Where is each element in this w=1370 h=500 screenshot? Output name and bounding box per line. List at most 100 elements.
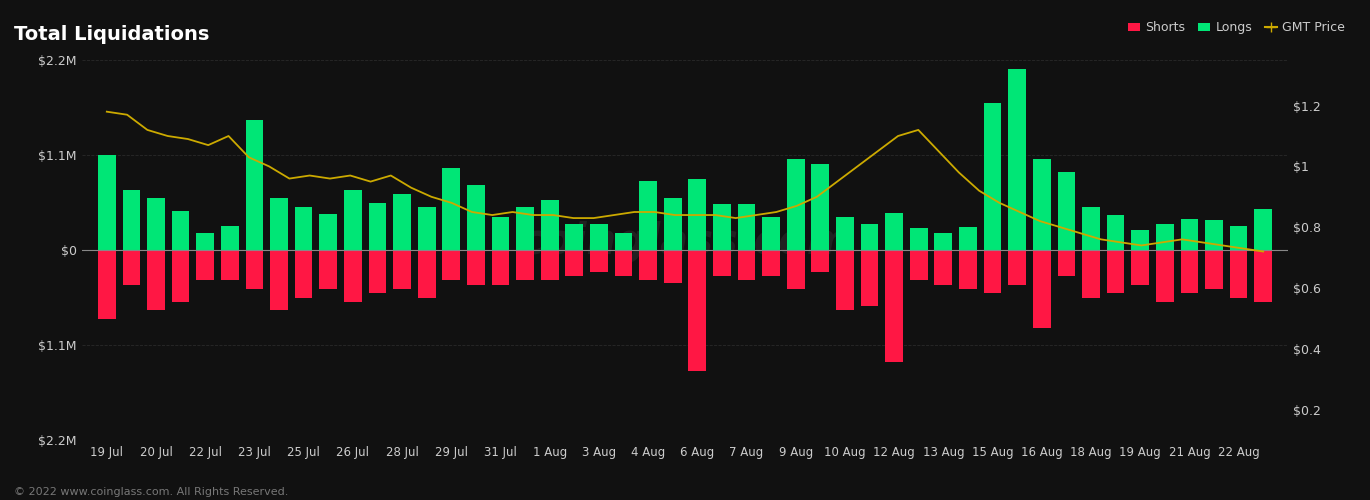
Bar: [369, 202, 386, 250]
Bar: [393, 250, 411, 289]
Bar: [615, 250, 633, 276]
Bar: [984, 250, 1001, 293]
Bar: [811, 250, 829, 272]
Bar: [1206, 250, 1223, 289]
Bar: [1082, 207, 1100, 250]
Bar: [516, 250, 534, 280]
Bar: [171, 211, 189, 250]
Bar: [615, 232, 633, 250]
Bar: [664, 250, 681, 283]
Bar: [959, 226, 977, 250]
Text: © 2022 www.coinglass.com. All Rights Reserved.: © 2022 www.coinglass.com. All Rights Res…: [14, 487, 288, 497]
Bar: [97, 250, 115, 319]
Bar: [1033, 250, 1051, 328]
Bar: [1181, 250, 1199, 293]
Bar: [1156, 224, 1174, 250]
Bar: [418, 250, 436, 298]
Bar: [664, 198, 681, 250]
Bar: [443, 250, 460, 280]
Bar: [418, 207, 436, 250]
Bar: [1082, 250, 1100, 298]
Bar: [1058, 172, 1075, 250]
Bar: [910, 228, 927, 250]
Bar: [860, 224, 878, 250]
Bar: [1156, 250, 1174, 302]
Bar: [1230, 250, 1248, 298]
Bar: [689, 179, 706, 250]
Bar: [860, 250, 878, 306]
Bar: [245, 120, 263, 250]
Text: coinglass.com: coinglass.com: [519, 222, 851, 264]
Bar: [467, 185, 485, 250]
Bar: [1107, 216, 1125, 250]
Bar: [492, 250, 510, 284]
Bar: [566, 250, 584, 276]
Bar: [319, 250, 337, 289]
Bar: [640, 181, 658, 250]
Bar: [443, 168, 460, 250]
Bar: [393, 194, 411, 250]
Bar: [196, 250, 214, 280]
Bar: [640, 250, 658, 280]
Bar: [762, 250, 780, 276]
Bar: [689, 250, 706, 371]
Bar: [712, 204, 730, 250]
Bar: [319, 214, 337, 250]
Bar: [541, 200, 559, 250]
Bar: [984, 103, 1001, 250]
Bar: [1033, 160, 1051, 250]
Bar: [1230, 226, 1248, 250]
Bar: [295, 250, 312, 298]
Bar: [270, 198, 288, 250]
Bar: [492, 217, 510, 250]
Bar: [885, 250, 903, 362]
Bar: [1255, 250, 1273, 302]
Bar: [196, 232, 214, 250]
Bar: [836, 250, 854, 310]
Bar: [762, 217, 780, 250]
Bar: [934, 250, 952, 284]
Bar: [1107, 250, 1125, 293]
Bar: [1132, 230, 1149, 250]
Bar: [147, 250, 164, 310]
Legend: Shorts, Longs, GMT Price: Shorts, Longs, GMT Price: [1123, 16, 1349, 40]
Bar: [221, 226, 238, 250]
Bar: [147, 198, 164, 250]
Bar: [786, 160, 804, 250]
Bar: [122, 190, 140, 250]
Bar: [221, 250, 238, 280]
Bar: [1058, 250, 1075, 276]
Bar: [541, 250, 559, 280]
Bar: [712, 250, 730, 276]
Bar: [836, 217, 854, 250]
Bar: [959, 250, 977, 289]
Bar: [737, 250, 755, 280]
Bar: [910, 250, 927, 280]
Bar: [1132, 250, 1149, 284]
Bar: [934, 232, 952, 250]
Bar: [344, 190, 362, 250]
Bar: [270, 250, 288, 310]
Bar: [467, 250, 485, 284]
Bar: [516, 207, 534, 250]
Bar: [1255, 210, 1273, 250]
Bar: [590, 224, 608, 250]
Bar: [344, 250, 362, 302]
Bar: [369, 250, 386, 293]
Bar: [171, 250, 189, 302]
Bar: [295, 207, 312, 250]
Bar: [811, 164, 829, 250]
Bar: [885, 213, 903, 250]
Bar: [245, 250, 263, 289]
Bar: [737, 204, 755, 250]
Bar: [1008, 250, 1026, 284]
Bar: [566, 224, 584, 250]
Bar: [97, 155, 115, 250]
Bar: [1181, 219, 1199, 250]
Bar: [1008, 68, 1026, 250]
Bar: [786, 250, 804, 289]
Bar: [590, 250, 608, 272]
Bar: [122, 250, 140, 284]
Text: Total Liquidations: Total Liquidations: [14, 25, 210, 44]
Bar: [1206, 220, 1223, 250]
